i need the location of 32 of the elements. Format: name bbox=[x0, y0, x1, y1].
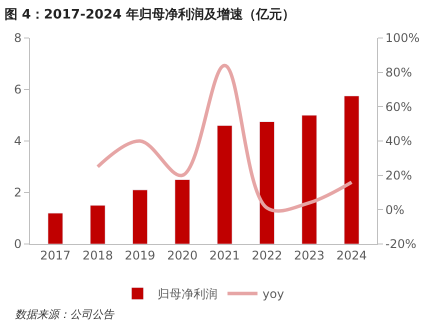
x-tick-label: 2021 bbox=[209, 248, 240, 262]
y2-tick-label: 40% bbox=[385, 134, 412, 148]
bar bbox=[174, 179, 190, 244]
bar bbox=[132, 190, 148, 244]
y-tick-label: 2 bbox=[14, 186, 22, 200]
y2-tick-label: 60% bbox=[385, 100, 412, 114]
bar bbox=[259, 121, 275, 244]
x-tick-label: 2020 bbox=[167, 248, 198, 262]
y-tick-label: 4 bbox=[14, 134, 22, 148]
bar bbox=[217, 125, 232, 244]
y2-tick-label: 100% bbox=[385, 31, 420, 46]
x-tick-label: 2018 bbox=[82, 248, 113, 262]
legend-label: yoy bbox=[262, 287, 284, 302]
x-tick-label: 2023 bbox=[294, 248, 325, 262]
y2-tick-label: -20% bbox=[385, 237, 416, 252]
x-tick-label: 2024 bbox=[336, 248, 367, 262]
y2-tick-label: 20% bbox=[385, 168, 412, 183]
x-tick-label: 2022 bbox=[252, 248, 282, 262]
bar bbox=[90, 205, 106, 244]
source-note: 数据来源：公司公告 bbox=[15, 308, 115, 320]
y-tick-label: 6 bbox=[14, 82, 22, 97]
y-tick-label: 0 bbox=[14, 237, 22, 252]
bar bbox=[344, 96, 360, 244]
x-tick-label: 2019 bbox=[124, 248, 156, 262]
x-tick-label: 2017 bbox=[40, 248, 71, 262]
chart-title: 图 4：2017-2024 年归母净利润及增速（亿元） bbox=[4, 6, 296, 23]
y2-tick-label: 0% bbox=[385, 202, 404, 217]
y-tick-label: 8 bbox=[14, 31, 22, 46]
y2-tick-label: 80% bbox=[385, 66, 412, 80]
bar bbox=[302, 115, 317, 244]
bar bbox=[48, 212, 64, 244]
legend-label: 归母净利润 bbox=[158, 287, 218, 302]
